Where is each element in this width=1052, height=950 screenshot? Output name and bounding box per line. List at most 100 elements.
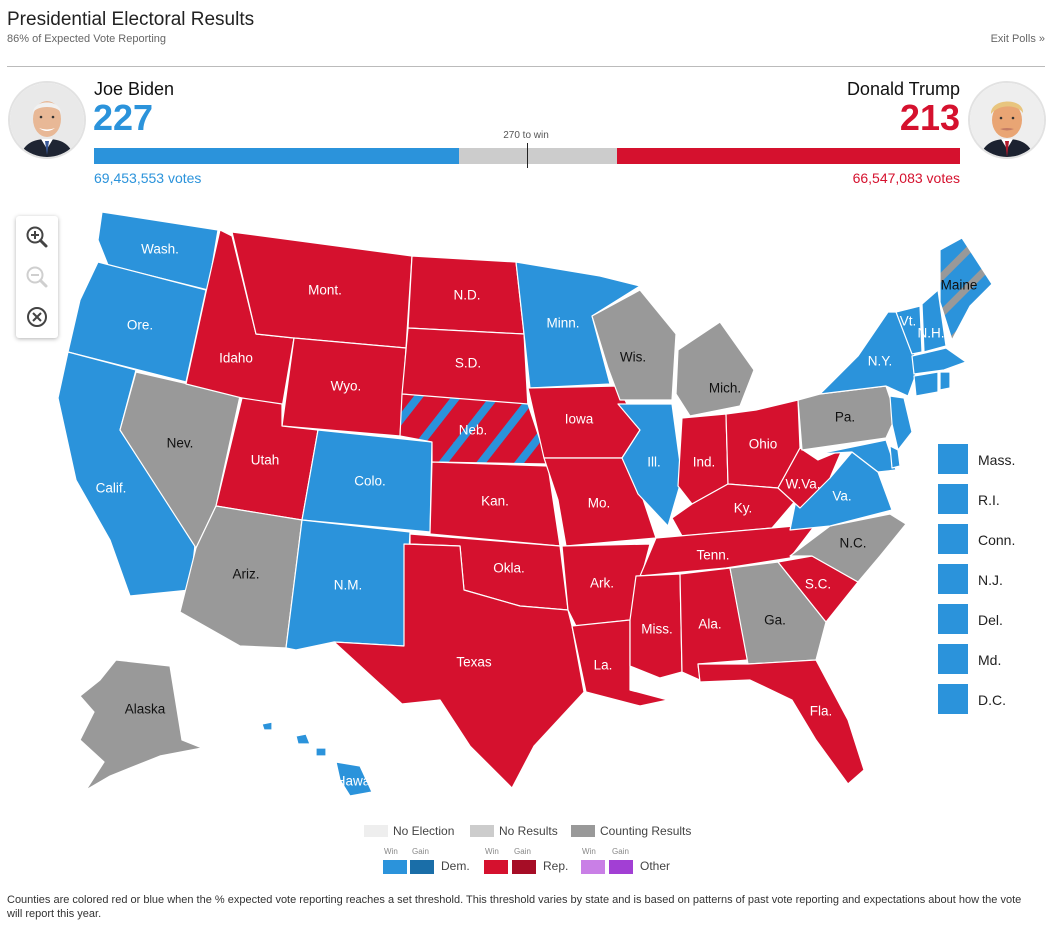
state-color-box[interactable] — [938, 524, 968, 554]
state-mass[interactable] — [911, 347, 967, 375]
state-label-ill: Ill. — [647, 455, 661, 470]
legend-no-election: No Election — [364, 824, 454, 838]
legend-gain-label: Gain — [612, 847, 629, 856]
zoom-out-button[interactable] — [24, 264, 50, 290]
small-state-label: Mass. — [978, 452, 1016, 468]
state-label-ny: N.Y. — [868, 354, 893, 369]
state-label-fla: Fla. — [810, 704, 833, 719]
state-minn[interactable] — [515, 261, 641, 389]
legend-other-win-swatch — [581, 860, 605, 874]
state-ri[interactable] — [939, 371, 951, 391]
state-label-vt: Vt. — [900, 314, 917, 329]
legend-other-gain-swatch — [609, 860, 633, 874]
state-label-tenn: Tenn. — [696, 548, 729, 563]
state-md[interactable] — [817, 439, 897, 473]
state-label-ariz: Ariz. — [233, 567, 260, 582]
state-va[interactable] — [789, 451, 893, 531]
biden-electoral-votes: 227 — [93, 97, 154, 138]
legend-gain-label: Gain — [514, 847, 531, 856]
legend-label: Counting Results — [600, 824, 692, 838]
state-ill[interactable] — [617, 403, 683, 527]
state-label-mich: Mich. — [709, 381, 741, 396]
to-win-label: 270 to win — [503, 130, 549, 141]
rep-progress-fill — [617, 148, 960, 164]
map-zoom-controls — [16, 216, 58, 338]
state-label-okla: Okla. — [493, 561, 525, 576]
state-label-ind: Ind. — [693, 455, 716, 470]
state-color-box[interactable] — [938, 644, 968, 674]
state-hawaii[interactable] — [261, 721, 373, 797]
state-nj[interactable] — [889, 395, 913, 451]
legend-dem-win-swatch — [383, 860, 407, 874]
legend-gain-label: Gain — [412, 847, 429, 856]
state-nh[interactable] — [921, 289, 947, 353]
state-mich[interactable] — [675, 321, 755, 417]
trump-electoral-votes: 213 — [899, 97, 960, 138]
zoom-out-icon — [26, 266, 48, 288]
footnote: Counties are colored red or blue when th… — [7, 894, 1022, 920]
legend-label: No Election — [393, 824, 455, 838]
state-label-nh: N.H. — [918, 326, 945, 341]
exit-polls-link[interactable]: Exit Polls » — [990, 33, 1045, 45]
state-label-pa: Pa. — [835, 410, 855, 425]
state-color-box[interactable] — [938, 484, 968, 514]
state-conn[interactable] — [913, 371, 939, 397]
small-state-label: Del. — [978, 612, 1003, 628]
small-state-label: R.I. — [978, 492, 1000, 508]
state-label-sc: S.C. — [805, 577, 831, 592]
state-label-mont: Mont. — [308, 283, 342, 298]
state-idaho[interactable] — [185, 229, 295, 409]
state-label-iowa: Iowa — [565, 412, 594, 427]
state-label-idaho: Idaho — [219, 351, 253, 366]
state-alaska[interactable] — [79, 659, 203, 791]
small-state-label: Conn. — [978, 532, 1016, 548]
state-label-miss: Miss. — [641, 622, 673, 637]
state-label-calif: Calif. — [96, 481, 127, 496]
zoom-in-icon — [26, 226, 48, 248]
state-label-kan: Kan. — [481, 494, 509, 509]
state-color-box[interactable] — [938, 564, 968, 594]
page-title: Presidential Electoral Results — [7, 9, 255, 30]
state-label-wva: W.Va. — [785, 477, 820, 492]
state-label-sd: S.D. — [455, 356, 481, 371]
legend-rep-gain-swatch — [512, 860, 536, 874]
state-wis[interactable] — [591, 289, 677, 401]
reporting-status: 86% of Expected Vote Reporting — [7, 33, 166, 45]
state-label-neb: Neb. — [459, 423, 488, 438]
legend-other-label: Other — [640, 859, 671, 873]
state-color-box[interactable] — [938, 604, 968, 634]
state-label-la: La. — [594, 658, 613, 673]
state-texas[interactable] — [333, 543, 585, 789]
biden-popular-votes: 69,453,553 votes — [94, 170, 202, 186]
state-del[interactable] — [889, 445, 901, 469]
legend-swatch — [470, 825, 494, 837]
zoom-in-button[interactable] — [24, 224, 50, 250]
legend-counting: Counting Results — [571, 824, 691, 838]
win-threshold-marker — [527, 143, 528, 168]
state-vt[interactable] — [895, 305, 923, 355]
reset-map-button[interactable] — [24, 304, 50, 330]
biden-avatar — [8, 81, 86, 159]
legend-swatch — [364, 825, 388, 837]
state-color-box[interactable] — [938, 444, 968, 474]
small-state-label: Md. — [978, 652, 1002, 668]
state-fla[interactable] — [697, 659, 865, 785]
legend-rep-win-swatch — [484, 860, 508, 874]
us-electoral-map: Wash. Ore. Calif. Nev. Idaho Mont. Wyo. Utah Col… — [57, 211, 993, 797]
state-label-alaska: Alaska — [125, 702, 166, 717]
legend-label: No Results — [499, 824, 558, 838]
state-color-box[interactable] — [938, 684, 968, 714]
state-label-colo: Colo. — [354, 474, 386, 489]
small-state-label: D.C. — [978, 692, 1006, 708]
reset-icon — [27, 307, 47, 327]
trump-avatar — [968, 81, 1046, 159]
state-label-utah: Utah — [251, 453, 280, 468]
state-label-mo: Mo. — [588, 496, 611, 511]
state-ga[interactable] — [729, 561, 827, 665]
state-maine[interactable] — [939, 237, 993, 341]
legend-dem-gain-swatch — [410, 860, 434, 874]
legend-no-results: No Results — [470, 824, 558, 838]
biden-name: Joe Biden — [94, 79, 175, 99]
state-label-nd: N.D. — [454, 288, 481, 303]
state-label-wash: Wash. — [141, 242, 179, 257]
